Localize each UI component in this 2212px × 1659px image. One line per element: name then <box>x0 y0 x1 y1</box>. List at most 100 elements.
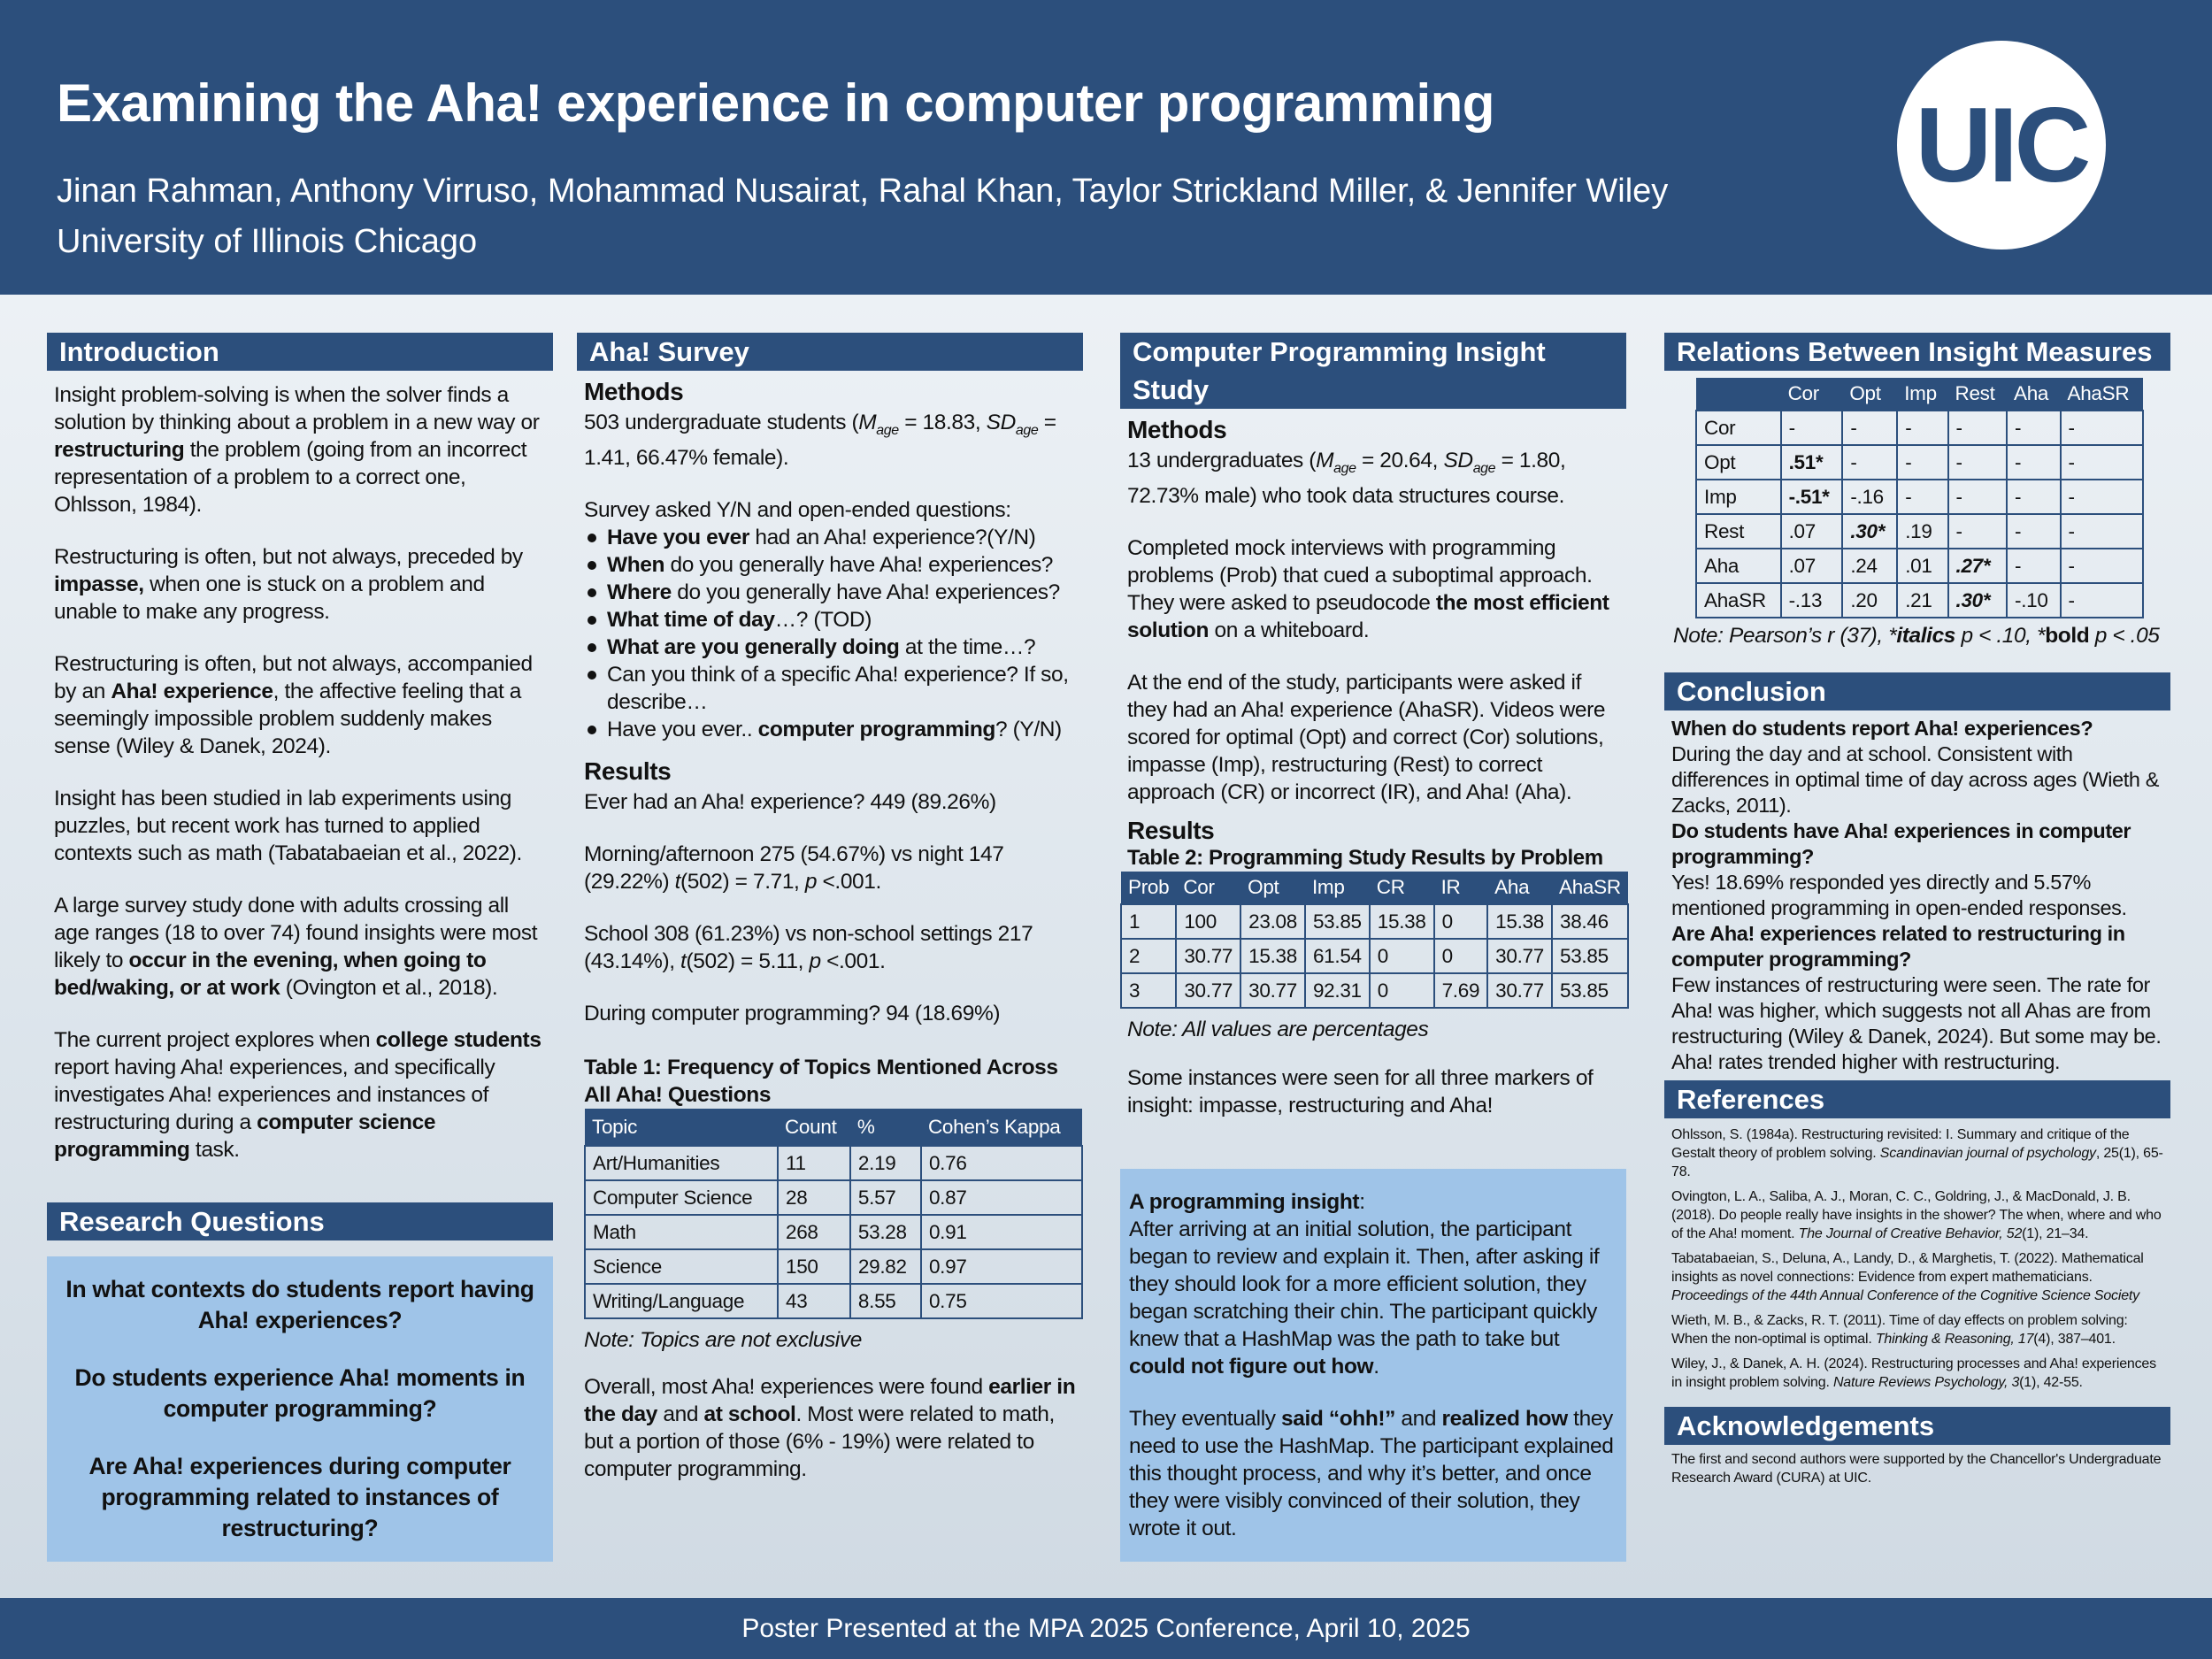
text-run: = 20.64, <box>1356 449 1444 472</box>
paragraph: Restructuring is often, but not always, … <box>54 650 546 760</box>
text-run: Note: Pearson’s r (37), * <box>1673 624 1897 648</box>
table-cell: 5.57 <box>849 1179 922 1216</box>
text-run: impasse, <box>54 572 144 596</box>
text-run: Have you ever <box>607 526 749 549</box>
text-run: Ever had an Aha! experience? 449 (89.26%… <box>584 790 996 814</box>
table-cell: - <box>1947 444 2008 480</box>
table-cell: - <box>2006 513 2062 549</box>
text-run: Proceedings of the 44th Annual Conferenc… <box>1671 1288 2139 1303</box>
conclusion-answer: Few instances of restructuring were seen… <box>1671 973 2162 1073</box>
table2-results: Prob Cor Opt Imp CR IR Aha AhaSR 1 100 23.08 53.85 1… <box>1119 872 1629 1009</box>
table-cell: 0 <box>1368 972 1435 1009</box>
section-heading-research-questions: Research Questions <box>47 1202 553 1240</box>
table-cell: 30.77 <box>1240 972 1306 1009</box>
poster-footer: Poster Presented at the MPA 2025 Confere… <box>0 1598 2212 1659</box>
table-cell: 0.76 <box>919 1145 1084 1181</box>
text-run: What time of day <box>607 608 775 632</box>
table1-title: Table 1: Frequency of Topics Mentioned A… <box>584 1056 1058 1107</box>
text-run: when one is stuck on a problem and unabl… <box>54 572 485 624</box>
text-run: : <box>1359 1190 1365 1214</box>
table-cell: Math <box>584 1214 779 1250</box>
table-cell: .30* <box>1841 513 1899 549</box>
text-run: = 1.80, 72.73% male) who took data struc… <box>1127 449 1566 508</box>
section-heading-introduction: Introduction <box>47 333 553 371</box>
text-run: could not figure out how <box>1129 1355 1374 1379</box>
text-run: task. <box>189 1138 240 1162</box>
table-cell: - <box>2059 479 2145 515</box>
table-cell: - <box>1896 444 1949 480</box>
text-run: Have you ever.. <box>607 718 758 741</box>
table-cell: - <box>2006 479 2062 515</box>
survey-question: Have you ever.. computer programming? (Y… <box>584 716 1076 743</box>
text-run: do you generally have Aha! experiences? <box>671 580 1060 604</box>
paragraph: The current project explores when colleg… <box>54 1026 546 1164</box>
correlation-note: Note: Pearson’s r (37), *italics p < .10… <box>1666 622 2170 649</box>
table-cell: Art/Humanities <box>584 1145 779 1181</box>
table-cell: 8.55 <box>849 1283 922 1319</box>
methods-heading: Methods <box>584 378 684 405</box>
table-cell: 100 <box>1175 903 1242 940</box>
research-question: Are Aha! experiences during computer pro… <box>88 1453 511 1541</box>
conclusion-text: When do students report Aha! experiences… <box>1664 716 2170 1075</box>
methods-text: 503 undergraduate students (Mage = 18.83… <box>584 409 1076 472</box>
text-run: Restructuring is often, but not always, … <box>54 652 533 703</box>
table-cell: 53.85 <box>1550 972 1629 1009</box>
reference: Ovington, L. A., Saliba, A. J., Moran, C… <box>1671 1187 2163 1243</box>
table-cell: 30.77 <box>1486 972 1553 1009</box>
table-row: Art/Humanities 11 2.19 0.76 <box>584 1145 1084 1181</box>
table-cell: 23.08 <box>1240 903 1306 940</box>
text-run: Wieth, M. B., & Zacks, R. T. (2011). Tim… <box>1671 1313 2128 1347</box>
table-cell: .27* <box>1947 548 2008 584</box>
text-run: earlier in the day <box>584 1375 1076 1426</box>
research-question: Do students experience Aha! moments in c… <box>74 1364 526 1422</box>
text-run: Where <box>607 580 672 604</box>
table-cell: - <box>2059 582 2145 618</box>
table-row: Computer Science 28 5.57 0.87 <box>584 1179 1084 1216</box>
correlation-table: Cor Opt Imp Rest Aha AhaSR Cor - - - - - - Opt .51* - - -… <box>1695 378 2145 618</box>
insight-paragraph: A programming insight: After arriving at … <box>1129 1188 1617 1380</box>
table-cell: - <box>1896 410 1949 446</box>
text-run: , the affective feeling that a seemingly… <box>54 680 522 758</box>
table-cell: -.10 <box>2006 582 2062 618</box>
authors: Jinan Rahman, Anthony Virruso, Mohammad … <box>57 173 1669 210</box>
table-row: AhaSR -.13.20.21.30* -.10- <box>1695 582 2145 618</box>
text-run: They eventually <box>1129 1407 1282 1431</box>
table-cell: 0 <box>1368 938 1435 974</box>
table-cell: 268 <box>776 1214 851 1250</box>
table-cell: Cor <box>1695 410 1782 446</box>
survey-summary: Overall, most Aha! experiences were foun… <box>584 1373 1076 1483</box>
table2-title: Table 2: Programming Study Results by Pr… <box>1127 846 1603 870</box>
results-heading: Results <box>584 757 672 785</box>
table-cell: - <box>1947 513 2008 549</box>
text-run: realized how <box>1441 1407 1569 1431</box>
text-run: Morning/afternoon 275 (54.67%) vs night … <box>584 842 1004 894</box>
table-cell: AhaSR <box>1695 582 1782 618</box>
table-cell: - <box>1841 444 1899 480</box>
conclusion-answer: During the day and at school. Consistent… <box>1671 742 2159 817</box>
table-header-cell: Cor <box>1780 378 1843 411</box>
table-row: Aha .07.24.01.27* - - <box>1695 548 2145 584</box>
text-run: 503 undergraduate students ( <box>584 411 859 434</box>
table-header-cell: AhaSR <box>2060 378 2143 411</box>
text-run: (1), 42-55. <box>2019 1375 2083 1390</box>
text-run: bold <box>2045 624 2090 648</box>
reference: Wiley, J., & Danek, A. H. (2024). Restru… <box>1671 1355 2163 1392</box>
paragraph: A large survey study done with adults cr… <box>54 892 546 1002</box>
survey-question: Where do you generally have Aha! experie… <box>584 579 1076 606</box>
paragraph: Restructuring is often, but not always, … <box>54 543 546 626</box>
text-run: SD <box>1443 449 1473 472</box>
survey-text: Methods 503 undergraduate students (Mage… <box>577 371 1084 1483</box>
references-list: Ohlsson, S. (1984a). Restructuring revis… <box>1664 1125 2170 1398</box>
text-run: Can you think of a specific Aha! experie… <box>607 663 1069 714</box>
text-run: age <box>1472 461 1496 476</box>
table-header-cell: Imp <box>1304 872 1370 904</box>
conclusion-question: Are Aha! experiences related to restruct… <box>1671 922 2125 971</box>
results-heading: Results <box>1127 817 1215 844</box>
text-run: After arriving at an initial solution, t… <box>1129 1217 1600 1351</box>
table-cell: 1 <box>1119 903 1178 940</box>
research-questions-box: In what contexts do students report havi… <box>47 1256 553 1562</box>
table-cell: - <box>1779 410 1844 446</box>
text-run: <.001. <box>820 949 886 973</box>
text-run: When <box>607 553 665 577</box>
table-cell: .24 <box>1841 548 1899 584</box>
